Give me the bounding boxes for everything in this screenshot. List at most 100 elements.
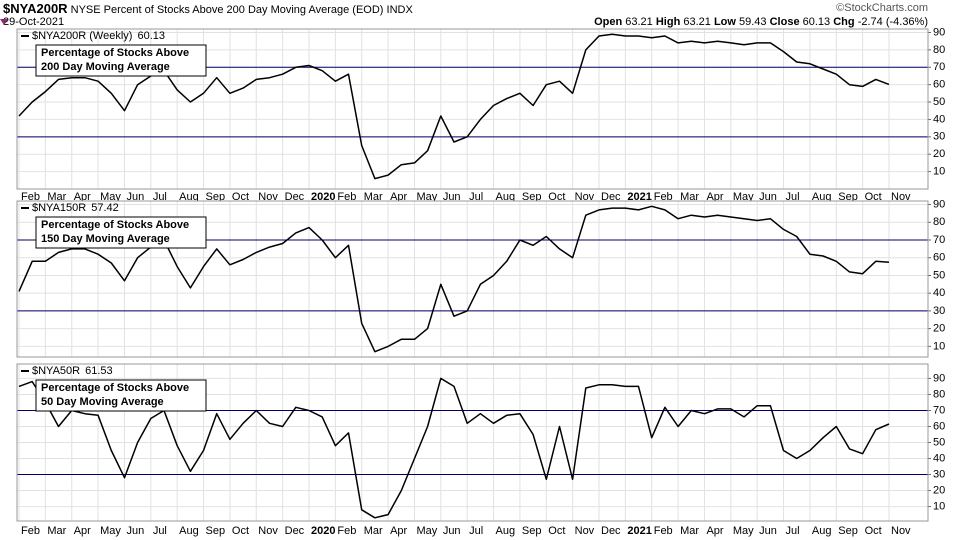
x-tick-label: Nov — [891, 525, 911, 537]
x-tick-label: May — [100, 525, 121, 537]
x-tick-label: May — [416, 191, 437, 203]
x-tick-label: May — [100, 191, 121, 203]
annotation-text: 150 Day Moving Average — [41, 233, 170, 245]
x-tick-label: Apr — [390, 191, 407, 203]
x-tick-label: Jun — [126, 525, 144, 537]
quote-value: 63.21 — [625, 16, 653, 28]
annotation-text: Percentage of Stocks Above — [41, 47, 189, 59]
y-tick-label: 40 — [933, 452, 945, 464]
x-tick-label: Nov — [575, 191, 595, 203]
x-tick-label: Sep — [206, 191, 226, 203]
y-tick-label: 90 — [933, 26, 945, 38]
x-tick-label: Nov — [891, 191, 911, 203]
x-tick-label: Aug — [179, 525, 199, 537]
x-tick-label: Aug — [496, 525, 516, 537]
y-tick-label: 60 — [933, 79, 945, 91]
quote-label: Low — [713, 16, 736, 28]
x-tick-label: Oct — [232, 525, 249, 537]
legend-value: 61.53 — [85, 365, 113, 377]
x-tick-label: Jun — [443, 191, 461, 203]
annotation-text: 200 Day Moving Average — [41, 61, 170, 73]
change-arrow — [0, 19, 8, 25]
x-tick-label: Mar — [680, 525, 699, 537]
y-tick-label: 90 — [933, 372, 945, 384]
quote-value: 59.43 — [739, 16, 767, 28]
brand: ©StockCharts.com — [836, 2, 928, 14]
x-tick-label: Dec — [601, 525, 621, 537]
x-tick-label: Apr — [74, 191, 91, 203]
date: 29-Oct-2021 — [3, 16, 65, 28]
x-tick-label: Mar — [47, 191, 66, 203]
x-tick-label: Dec — [601, 191, 621, 203]
y-tick-label: 50 — [933, 269, 945, 281]
y-tick-label: 30 — [933, 468, 945, 480]
quote-label: Open — [594, 16, 623, 28]
symbol: $NYA200R — [3, 1, 68, 16]
x-tick-label: Jul — [786, 191, 800, 203]
x-tick-label: Jun — [126, 191, 144, 203]
x-tick-label: Aug — [496, 191, 516, 203]
x-tick-label: Oct — [232, 191, 249, 203]
annotation-text: Percentage of Stocks Above — [41, 382, 189, 394]
plot-frame — [16, 200, 929, 358]
x-tick-label: Jul — [469, 191, 483, 203]
x-tick-label: Jun — [443, 525, 461, 537]
quote-label: High — [655, 16, 681, 28]
x-tick-label: May — [416, 525, 437, 537]
quote-label: Chg — [833, 16, 855, 28]
x-tick-label: Feb — [21, 525, 40, 537]
description: NYSE Percent of Stocks Above 200 Day Mov… — [70, 4, 413, 16]
x-tick-label: Feb — [337, 191, 356, 203]
quote-value: 63.21 — [683, 16, 711, 28]
y-tick-label: 30 — [933, 305, 945, 317]
y-tick-label: 80 — [933, 216, 945, 228]
x-tick-label: 2020 — [311, 525, 335, 537]
x-tick-label: Jul — [153, 191, 167, 203]
annotation-box — [35, 379, 207, 412]
annotation-text: Percentage of Stocks Above — [41, 219, 189, 231]
x-tick-label: Jul — [469, 525, 483, 537]
x-tick-label: Feb — [654, 191, 673, 203]
annotation-text: 50 Day Moving Average — [41, 396, 164, 408]
x-tick-label: Mar — [364, 191, 383, 203]
x-tick-label: Jun — [759, 191, 777, 203]
y-tick-label: 10 — [933, 500, 945, 512]
x-tick-label: Nov — [258, 525, 278, 537]
x-tick-label: Sep — [522, 525, 542, 537]
legend-value: 60.13 — [137, 30, 165, 42]
quote: Open 63.21 High 63.21 Low 59.43 Close 60… — [594, 16, 928, 28]
x-tick-label: 2021 — [627, 525, 651, 537]
y-tick-label: 20 — [933, 148, 945, 160]
x-tick-label: Apr — [390, 525, 407, 537]
legend-name: $NYA50R — [32, 365, 80, 377]
x-tick-label: May — [733, 525, 754, 537]
legend-name: $NYA150R — [32, 202, 86, 214]
plot-frame — [16, 363, 929, 522]
x-tick-label: Oct — [865, 525, 882, 537]
x-tick-label: Sep — [838, 525, 858, 537]
annotation-box — [35, 216, 207, 249]
y-tick-label: 60 — [933, 252, 945, 264]
x-tick-label: Jun — [759, 525, 777, 537]
x-tick-label: Mar — [47, 525, 66, 537]
x-tick-label: Sep — [838, 191, 858, 203]
y-tick-label: 10 — [933, 340, 945, 352]
y-tick-label: 80 — [933, 44, 945, 56]
plot-frame — [16, 28, 929, 190]
x-tick-label: Jul — [153, 525, 167, 537]
x-tick-label: Feb — [21, 191, 40, 203]
y-tick-label: 40 — [933, 287, 945, 299]
x-tick-label: Feb — [654, 525, 673, 537]
x-tick-label: Oct — [865, 191, 882, 203]
x-tick-label: Aug — [179, 191, 199, 203]
x-tick-label: Aug — [812, 525, 832, 537]
y-tick-label: 90 — [933, 198, 945, 210]
x-tick-label: Nov — [575, 525, 595, 537]
y-tick-label: 30 — [933, 131, 945, 143]
x-tick-label: Nov — [258, 191, 278, 203]
y-tick-label: 80 — [933, 388, 945, 400]
quote-value: 60.13 — [802, 16, 831, 28]
x-tick-label: Aug — [812, 191, 832, 203]
x-tick-label: Feb — [337, 525, 356, 537]
